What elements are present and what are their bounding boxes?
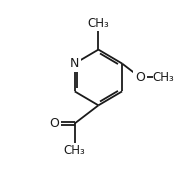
Text: N: N (70, 57, 79, 70)
Text: O: O (49, 117, 59, 130)
Text: CH₃: CH₃ (64, 144, 86, 157)
Text: CH₃: CH₃ (153, 71, 175, 84)
Text: O: O (135, 71, 145, 84)
Text: CH₃: CH₃ (88, 17, 109, 30)
